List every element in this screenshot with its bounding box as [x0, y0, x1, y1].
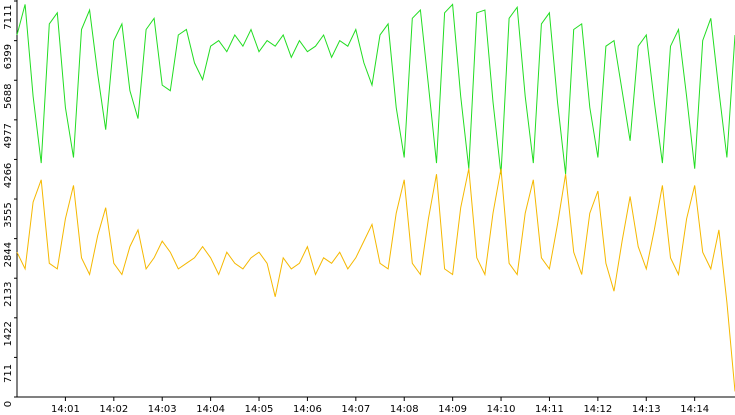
y-tick-label: 2133 — [3, 281, 14, 306]
y-tick-label: 2844 — [3, 242, 14, 267]
y-tick-label: 7111 — [3, 4, 14, 29]
x-tick-label: 14:11 — [535, 404, 564, 415]
x-tick-label: 14:01 — [51, 404, 80, 415]
x-tick-label: 14:09 — [438, 404, 467, 415]
x-tick-label: 14:14 — [680, 404, 709, 415]
x-tick-label: 14:12 — [583, 404, 612, 415]
x-tick-label: 14:05 — [245, 404, 274, 415]
x-tick-label: 14:02 — [99, 404, 128, 415]
y-tick-label: 0 — [3, 401, 14, 407]
x-tick-label: 14:08 — [390, 404, 419, 415]
x-tick-label: 14:13 — [632, 404, 661, 415]
y-tick-label: 3555 — [3, 202, 14, 227]
y-tick-label: 1422 — [3, 321, 14, 346]
y-tick-label: 4977 — [3, 123, 14, 148]
x-tick-label: 14:07 — [341, 404, 370, 415]
series-line — [16, 3, 735, 175]
x-tick-label: 14:04 — [196, 404, 225, 415]
series-line — [16, 168, 735, 392]
x-tick-label: 14:03 — [148, 404, 177, 415]
x-tick-label: 14:06 — [293, 404, 322, 415]
y-tick-label: 5688 — [3, 84, 14, 109]
y-tick-label: 6399 — [3, 44, 14, 69]
x-tick-label: 14:10 — [487, 404, 516, 415]
y-tick-label: 4266 — [3, 163, 14, 188]
y-tick-label: 711 — [3, 364, 14, 383]
